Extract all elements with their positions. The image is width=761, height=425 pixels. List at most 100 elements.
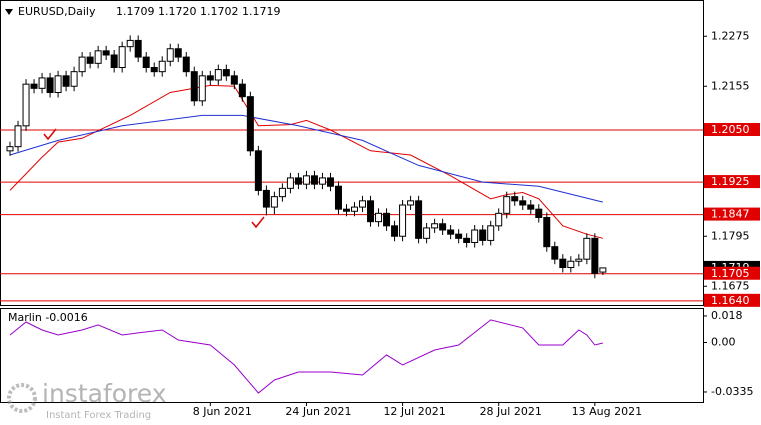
watermark: instaforex Instant Forex Trading: [7, 379, 167, 421]
candle-body: [367, 200, 375, 223]
candle-body: [487, 225, 495, 241]
candle-body: [182, 56, 190, 73]
symbol: EURUSD,Daily: [18, 5, 96, 18]
level-box: [704, 207, 760, 221]
indicator-frame: [0, 308, 704, 403]
candle-body: [471, 229, 479, 243]
candle-body: [535, 208, 543, 219]
candle-body: [270, 196, 278, 208]
candle-body: [6, 146, 14, 152]
moving-average: [9, 114, 604, 203]
x-tick-label: 24 Jun 2021: [285, 405, 351, 418]
check-mark: [43, 128, 57, 141]
candle-body: [326, 177, 334, 187]
candle-body: [399, 204, 407, 237]
candle-body: [351, 206, 359, 212]
candle-body: [262, 189, 270, 208]
candle-body: [447, 229, 455, 235]
candle-body: [102, 50, 110, 56]
candle-body: [375, 212, 383, 223]
candle-body: [559, 258, 567, 268]
indicator-line: [9, 319, 604, 394]
moving-average: [9, 84, 604, 239]
candle-body: [222, 69, 230, 77]
candle-body: [567, 260, 575, 268]
level-box: [704, 123, 760, 136]
level-box: [704, 293, 760, 307]
candle-body: [62, 75, 70, 87]
candle-body: [246, 96, 254, 152]
candle-body: [599, 267, 607, 273]
candle-body: [359, 200, 367, 208]
y-tick-label: 1.1795: [711, 229, 750, 242]
indicator-label: Marlin -0.0016: [8, 311, 88, 324]
candle-body: [54, 75, 62, 94]
candle-body: [543, 217, 551, 248]
candle-body: [591, 237, 599, 274]
candle-body: [527, 204, 535, 210]
candle-body: [575, 258, 583, 262]
watermark-brand: instaforex: [42, 379, 167, 408]
candle-body: [238, 83, 246, 98]
candle-body: [206, 75, 214, 81]
level-box: [704, 175, 760, 189]
candle-body: [254, 150, 262, 191]
indicator-tick-label: -0.0335: [711, 385, 753, 398]
candle-body: [583, 237, 591, 260]
candle-body: [519, 200, 527, 206]
candle-body: [166, 48, 174, 62]
candle-body: [455, 233, 463, 239]
x-tick-label: 13 Aug 2021: [572, 405, 642, 418]
level-label: 1.1925: [711, 175, 750, 188]
candle-body: [342, 208, 350, 212]
candle-body: [551, 246, 559, 260]
candle-body: [22, 83, 30, 127]
level-label: 1.1705: [711, 267, 750, 280]
y-tick-label: 1.2155: [711, 79, 750, 92]
candle-body: [110, 54, 118, 68]
x-tick-label: 12 Jul 2021: [383, 405, 445, 418]
x-tick-label: 8 Jun 2021: [193, 405, 252, 418]
candle-body: [334, 185, 342, 210]
candle-body: [174, 48, 182, 58]
candle-body: [150, 67, 158, 73]
candle-body: [383, 212, 391, 227]
candle-body: [214, 69, 222, 81]
indicator-tick-label: 0.018: [711, 309, 743, 322]
check-mark: [251, 216, 265, 229]
candle-body: [431, 223, 439, 229]
menu-arrow[interactable]: [5, 9, 13, 15]
candle-body: [407, 200, 415, 206]
x-tick-label: 28 Jul 2021: [480, 405, 542, 418]
candle-body: [190, 71, 198, 102]
candle-body: [415, 200, 423, 239]
candle-body: [126, 39, 134, 48]
candle-body: [78, 56, 86, 73]
candle-body: [94, 50, 102, 64]
candle-body: [310, 175, 318, 185]
price-frame: [0, 0, 704, 306]
candle-body: [286, 177, 294, 189]
candle-body: [302, 175, 310, 185]
level-label: 1.1640: [711, 294, 750, 307]
candle-body: [30, 83, 38, 89]
candle-body: [495, 212, 503, 227]
candle-body: [158, 60, 166, 73]
y-tick-label: 1.2275: [711, 29, 750, 42]
candle-body: [511, 196, 519, 202]
candle-body: [86, 56, 94, 64]
candle-body: [70, 71, 78, 87]
watermark-tagline: Instant Forex Trading: [46, 410, 151, 421]
candle-body: [198, 75, 206, 102]
candle-body: [46, 77, 54, 93]
candle-body: [318, 177, 326, 185]
candle-body: [463, 237, 471, 243]
candle-body: [142, 56, 150, 68]
candle-body: [503, 196, 511, 214]
candle-body: [423, 227, 431, 239]
quote: 1.1709 1.1720 1.1702 1.1719: [116, 5, 280, 18]
level-label: 1.2050: [711, 123, 750, 136]
candle-body: [230, 75, 238, 85]
